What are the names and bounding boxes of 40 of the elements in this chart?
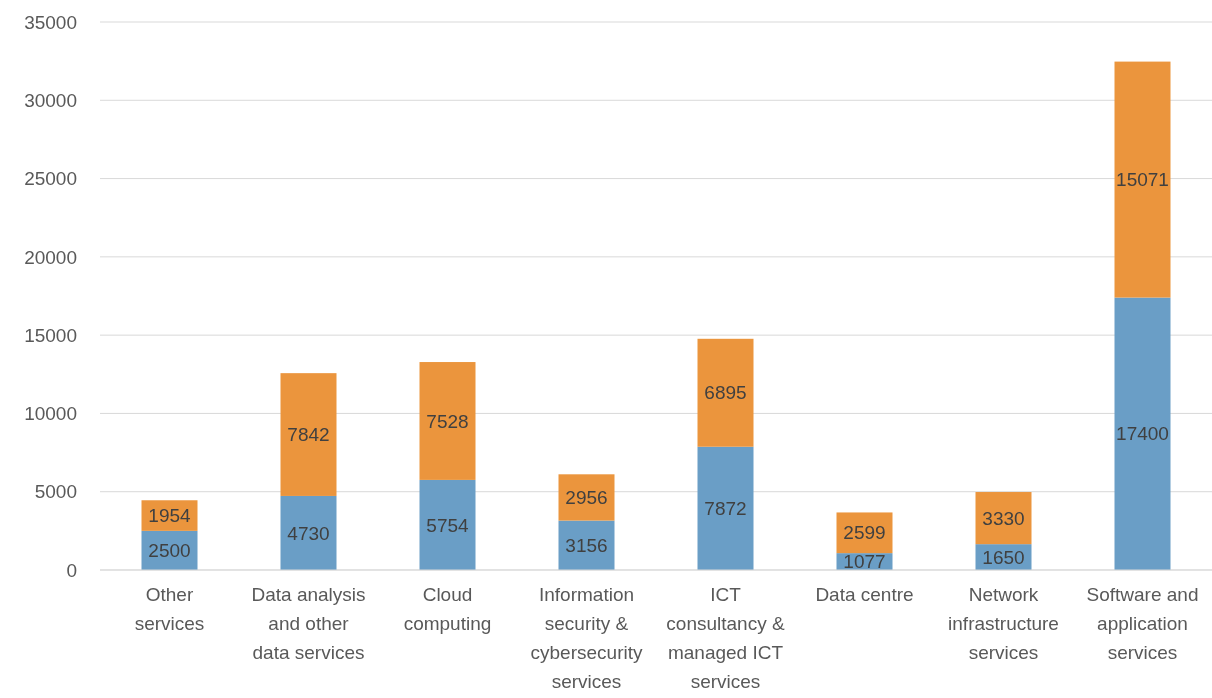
data-label: 3156 (565, 534, 608, 556)
x-tick-label: Software and application services (1086, 584, 1199, 663)
data-label: 15071 (1116, 169, 1169, 191)
y-tick-label: 35000 (24, 11, 77, 33)
data-label: 5754 (426, 514, 470, 536)
y-tick-label: 0 (66, 559, 77, 581)
data-label: 6895 (704, 382, 747, 404)
x-tick-label: Data centre (815, 584, 914, 605)
y-tick-label: 10000 (24, 403, 77, 425)
x-tick-label: Other services (134, 584, 205, 634)
bar (280, 373, 337, 496)
data-label: 1077 (843, 551, 886, 573)
x-tick-label: ICT consultancy & managed ICT services (666, 584, 785, 692)
data-label: 7528 (426, 410, 469, 432)
bar (1114, 297, 1171, 570)
x-tick-label: Network infrastructure services (948, 584, 1059, 663)
y-tick-label: 25000 (24, 168, 77, 190)
x-tick-label: Cloud computing (403, 584, 492, 634)
data-label: 2599 (843, 522, 886, 544)
bar (697, 446, 754, 570)
y-tick-label: 5000 (34, 481, 77, 503)
data-label: 1650 (982, 546, 1025, 568)
x-tick-label: Data analysis and other data services (251, 584, 366, 663)
bar (280, 495, 337, 570)
bar (1114, 61, 1171, 298)
data-label: 7872 (704, 498, 747, 520)
y-tick-label: 15000 (24, 324, 77, 346)
y-tick-label: 20000 (24, 246, 77, 268)
data-label: 17400 (1116, 423, 1169, 445)
data-label: 3330 (982, 507, 1025, 529)
bar (697, 338, 754, 447)
x-tick-label: Information security & cybersecurity services (530, 584, 643, 692)
y-tick-label: 30000 (24, 89, 77, 111)
data-label: 2956 (565, 487, 608, 509)
data-label: 1954 (148, 505, 192, 527)
data-label: 7842 (287, 424, 330, 446)
bar (419, 479, 476, 570)
data-label: 2500 (148, 540, 191, 562)
data-label: 4730 (287, 522, 330, 544)
bar (419, 362, 476, 480)
